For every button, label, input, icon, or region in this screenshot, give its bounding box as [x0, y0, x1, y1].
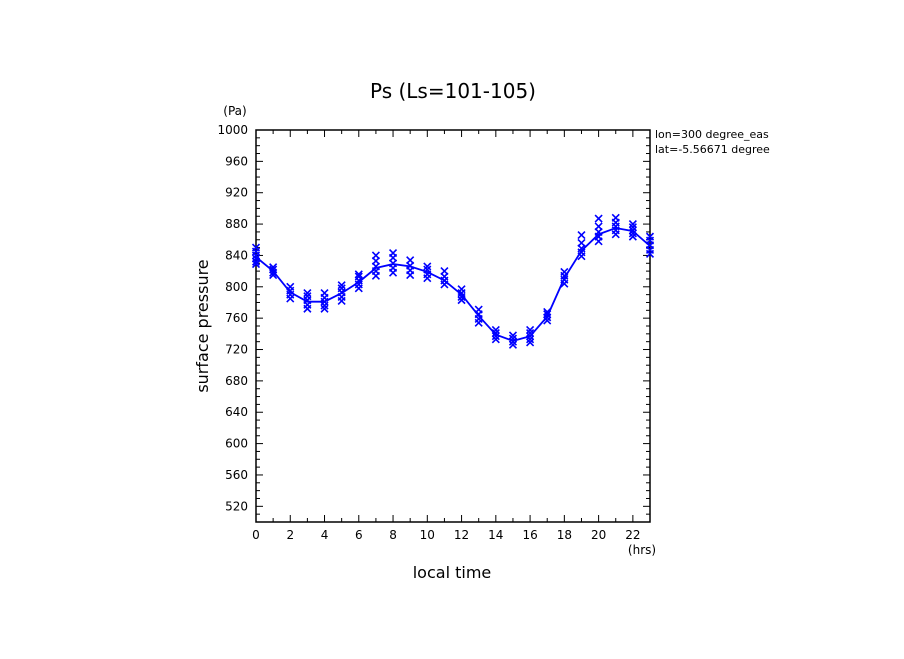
data-point: [577, 238, 586, 247]
x-tick-label: 8: [389, 528, 397, 542]
data-point: [491, 325, 500, 334]
data-point: [526, 335, 535, 344]
data-point: [594, 214, 603, 223]
x-tick-label: 10: [420, 528, 435, 542]
x-tick-label: 18: [557, 528, 572, 542]
x-tick-label: 12: [454, 528, 469, 542]
data-point: [543, 310, 552, 319]
y-tick-label: 880: [225, 217, 248, 231]
y-tick-label: 920: [225, 186, 248, 200]
data-point: [611, 213, 620, 222]
x-axis-label: local time: [413, 563, 492, 582]
y-tick-label: 1000: [217, 123, 248, 137]
data-point: [406, 256, 415, 265]
y-tick-label: 960: [225, 154, 248, 168]
y-unit-label: (Pa): [223, 104, 246, 118]
data-point: [577, 230, 586, 240]
x-tick-label: 6: [355, 528, 363, 542]
y-tick-label: 640: [225, 405, 248, 419]
data-point: [303, 292, 312, 301]
x-tick-label: 16: [522, 528, 537, 542]
data-point: [508, 334, 518, 343]
data-point: [491, 328, 500, 338]
x-tick-label: 0: [252, 528, 260, 542]
y-tick-label: 560: [225, 468, 248, 482]
data-point: [388, 249, 398, 258]
data-point: [354, 272, 363, 281]
data-point: [508, 340, 518, 349]
data-point: [269, 265, 278, 274]
data-point: [337, 284, 346, 293]
data-point: [543, 307, 552, 316]
x-unit-label: (hrs): [628, 543, 656, 557]
data-point: [423, 262, 432, 271]
data-point: [628, 226, 637, 235]
data-point: [423, 265, 432, 274]
y-tick-label: 760: [225, 311, 248, 325]
data-point: [320, 289, 329, 298]
y-tick-label: 800: [225, 280, 248, 294]
data-point: [440, 267, 449, 276]
data-point: [628, 232, 637, 241]
data-point: [251, 243, 261, 252]
data-point: [457, 285, 466, 294]
mean-line: [255, 227, 651, 342]
data-point: [543, 316, 552, 325]
data-point: [628, 223, 637, 232]
y-tick-label: 680: [225, 374, 248, 388]
data-point: [251, 259, 261, 269]
data-point: [526, 325, 535, 334]
data-point: [474, 305, 483, 314]
data-point: [457, 296, 466, 305]
data-point: [628, 229, 637, 238]
data-point: [560, 267, 569, 276]
data-point: [628, 220, 637, 229]
annotation-lon: lon=300 degree_eas: [655, 128, 769, 141]
x-tick-label: 20: [591, 528, 606, 542]
data-point: [320, 304, 329, 313]
data-point: [508, 337, 518, 346]
data-point: [337, 281, 346, 290]
x-tick-label: 22: [625, 528, 640, 542]
data-point: [526, 328, 535, 338]
y-tick-label: 720: [225, 343, 248, 357]
y-tick-label: 840: [225, 248, 248, 262]
data-point: [286, 282, 295, 291]
data-point: [491, 335, 500, 344]
x-tick-label: 4: [321, 528, 329, 542]
data-point: [251, 257, 261, 266]
plot-frame: [255, 129, 651, 523]
data-point: [508, 331, 518, 340]
data-point: [526, 338, 535, 347]
y-axis-label: surface pressure: [193, 259, 212, 392]
chart-title: Ps (Ls=101-105): [370, 79, 536, 103]
data-point: [491, 332, 500, 341]
data-point: [303, 289, 312, 298]
data-point: [371, 251, 380, 260]
y-tick-label: 520: [225, 499, 248, 513]
x-tick-label: 2: [286, 528, 294, 542]
annotation-lat: lat=-5.56671 degree: [655, 143, 770, 156]
data-point: [594, 222, 603, 231]
data-point: [354, 270, 363, 279]
data-point: [526, 332, 535, 341]
data-point: [269, 263, 278, 272]
y-tick-label: 600: [225, 437, 248, 451]
data-point: [645, 232, 655, 241]
x-tick-label: 14: [488, 528, 503, 542]
